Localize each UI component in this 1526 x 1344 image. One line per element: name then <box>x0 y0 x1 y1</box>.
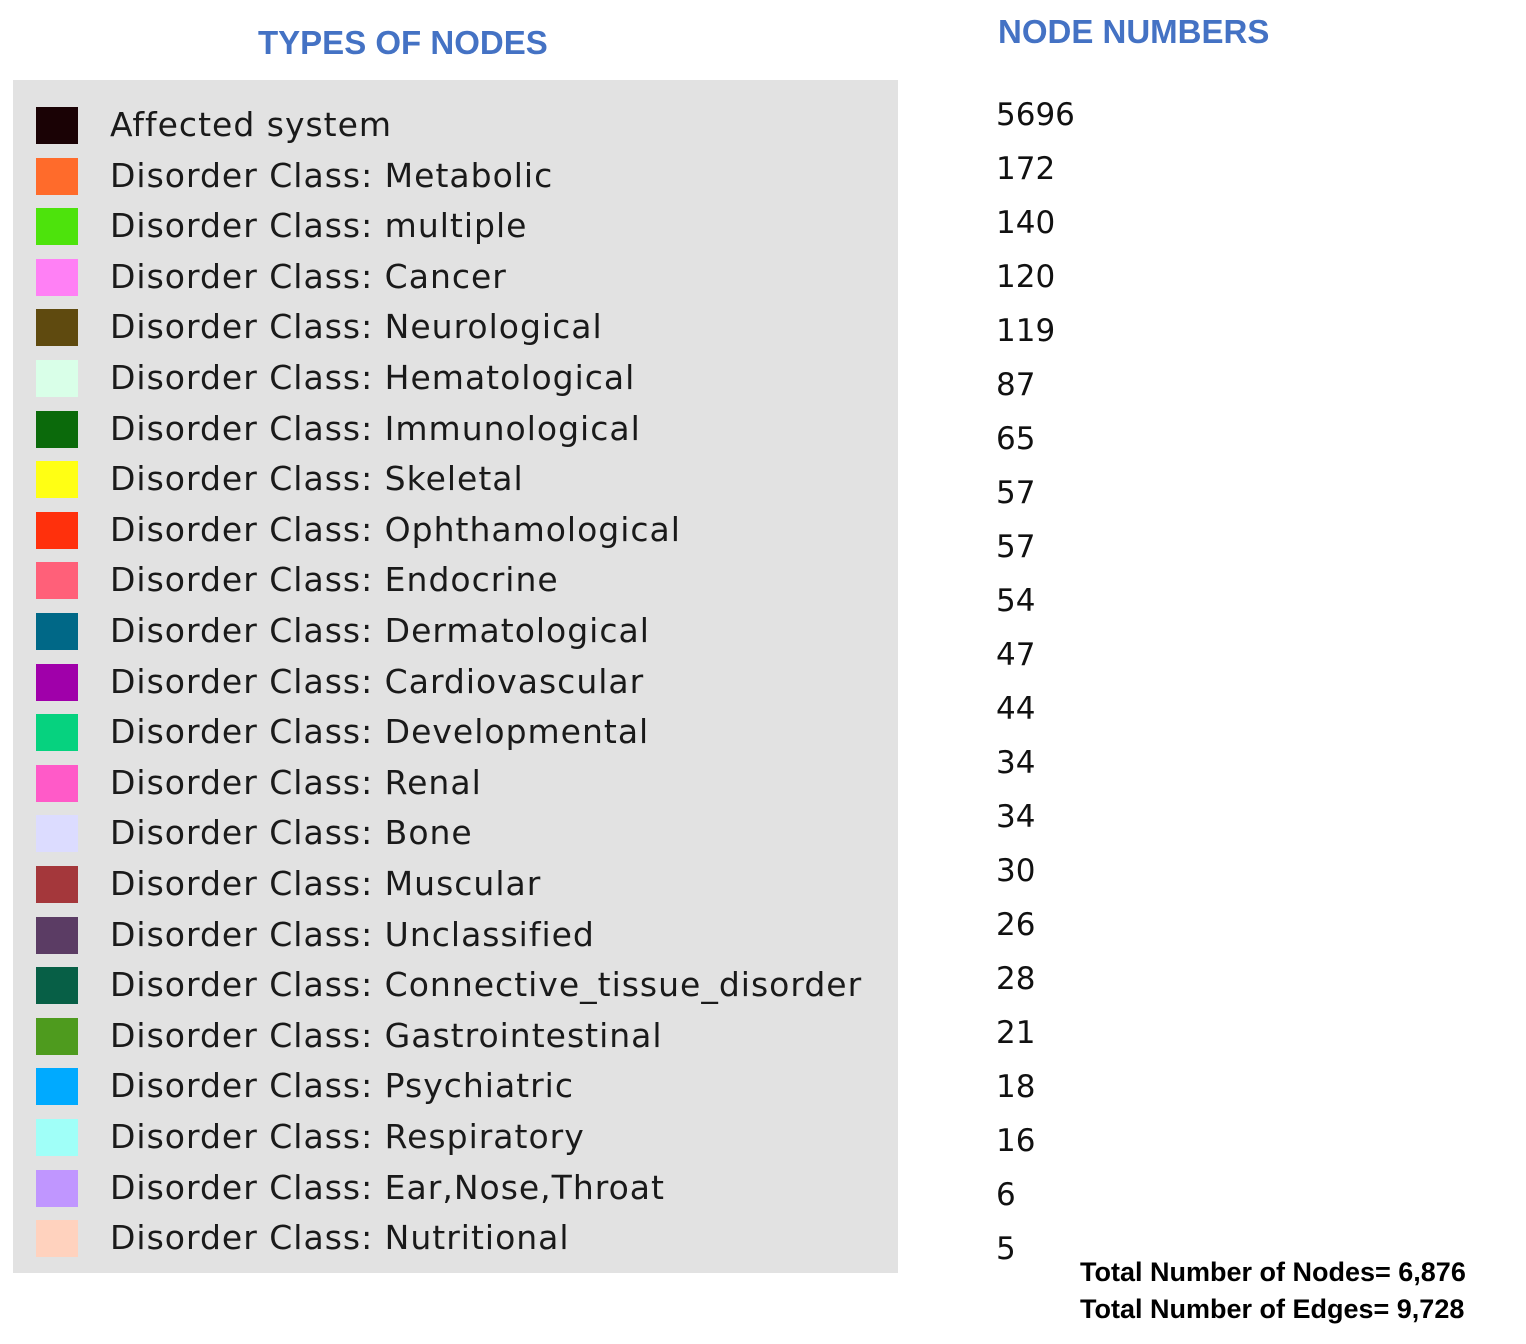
node-count: 21 <box>996 1015 1036 1051</box>
node-count: 140 <box>996 205 1056 241</box>
color-swatch <box>36 157 78 195</box>
node-count: 18 <box>996 1069 1036 1105</box>
legend-label: Disorder Class: Gastrointestinal <box>110 1015 663 1055</box>
legend-item: Disorder Class: Renal <box>13 758 898 808</box>
legend-label: Disorder Class: Cancer <box>110 256 507 296</box>
color-swatch <box>36 1220 78 1258</box>
node-count: 44 <box>996 691 1036 727</box>
legend-item: Disorder Class: Unclassified <box>13 910 898 960</box>
legend-panel: Affected system Disorder Class: Metabolic… <box>13 80 898 1273</box>
legend-label: Disorder Class: Hematological <box>110 358 636 397</box>
legend-label: Disorder Class: Renal <box>110 762 482 802</box>
node-count: 120 <box>996 259 1056 295</box>
color-swatch <box>36 107 78 144</box>
color-swatch <box>36 1017 78 1055</box>
legend-item: Disorder Class: Muscular <box>13 859 898 909</box>
legend-label: Disorder Class: Muscular <box>110 864 542 903</box>
legend-item: Disorder Class: Nutritional <box>13 1213 898 1263</box>
legend-item: Disorder Class: Endocrine <box>13 555 898 605</box>
legend-item: Disorder Class: Dermatological <box>13 606 898 656</box>
color-swatch <box>36 1119 78 1156</box>
color-swatch <box>36 866 78 903</box>
node-count: 65 <box>996 421 1036 457</box>
color-swatch <box>36 764 78 802</box>
node-count: 30 <box>996 853 1036 889</box>
legend-item: Disorder Class: Cardiovascular <box>13 657 898 707</box>
node-count: 28 <box>996 961 1036 997</box>
legend-item: Disorder Class: Gastrointestinal <box>13 1011 898 1061</box>
node-count: 16 <box>996 1123 1036 1159</box>
legend-label: Disorder Class: Metabolic <box>110 155 554 195</box>
legend-item: Disorder Class: Respiratory <box>13 1112 898 1162</box>
legend-label: Disorder Class: Developmental <box>110 712 650 752</box>
legend-item: Disorder Class: Hematological <box>13 353 898 403</box>
node-numbers-heading: NODE NUMBERS <box>998 13 1270 50</box>
legend-item: Disorder Class: Bone <box>13 808 898 858</box>
legend-label: Disorder Class: Immunological <box>110 408 641 448</box>
color-swatch <box>36 511 78 549</box>
color-swatch <box>36 663 78 701</box>
node-count: 57 <box>996 529 1036 565</box>
legend-item: Disorder Class: Metabolic <box>13 151 898 201</box>
color-swatch <box>36 714 78 752</box>
color-swatch <box>36 916 78 954</box>
legend-item: Disorder Class: multiple <box>13 201 898 251</box>
node-count: 54 <box>996 583 1036 619</box>
legend-item: Disorder Class: Connective_tissue_disord… <box>13 960 898 1010</box>
node-count: 6 <box>996 1177 1016 1213</box>
legend-item: Disorder Class: Developmental <box>13 707 898 757</box>
legend-label: Disorder Class: Respiratory <box>110 1117 585 1156</box>
color-swatch <box>36 258 78 296</box>
color-swatch <box>36 309 78 347</box>
legend-label: Affected system <box>110 105 393 144</box>
legend-label: Disorder Class: Skeletal <box>110 459 524 499</box>
color-swatch <box>36 815 78 853</box>
legend-item: Disorder Class: Neurological <box>13 302 898 352</box>
node-count: 34 <box>996 745 1036 781</box>
color-swatch <box>36 967 78 1005</box>
types-of-nodes-heading: TYPES OF NODES <box>258 24 548 61</box>
node-count: 87 <box>996 367 1036 403</box>
legend-label: Disorder Class: Nutritional <box>110 1218 570 1258</box>
legend-item: Disorder Class: Ophthamological <box>13 505 898 555</box>
color-swatch <box>36 461 78 499</box>
legend-label: Disorder Class: Dermatological <box>110 611 650 650</box>
node-count: 47 <box>996 637 1036 673</box>
legend-label: Disorder Class: Ear,Nose,Throat <box>110 1167 665 1207</box>
color-swatch <box>36 208 78 246</box>
color-swatch <box>36 562 78 600</box>
legend-label: Disorder Class: Bone <box>110 813 473 853</box>
color-swatch <box>36 1068 78 1106</box>
legend-label: Disorder Class: Connective_tissue_disord… <box>110 965 863 1005</box>
legend-label: Disorder Class: Endocrine <box>110 560 559 600</box>
node-count: 172 <box>996 151 1056 187</box>
legend-label: Disorder Class: multiple <box>110 206 528 246</box>
legend-item: Disorder Class: Immunological <box>13 404 898 454</box>
total-edges: Total Number of Edges= 9,728 <box>1080 1294 1465 1324</box>
color-swatch <box>36 360 78 397</box>
node-count: 119 <box>996 313 1056 349</box>
color-swatch <box>36 613 78 650</box>
legend-label: Disorder Class: Ophthamological <box>110 509 681 549</box>
legend-label: Disorder Class: Cardiovascular <box>110 661 645 701</box>
legend-item: Disorder Class: Skeletal <box>13 454 898 504</box>
node-count: 34 <box>996 799 1036 835</box>
legend-item: Disorder Class: Psychiatric <box>13 1061 898 1111</box>
color-swatch <box>36 410 78 448</box>
node-count: 5 <box>996 1231 1016 1267</box>
legend-item: Disorder Class: Cancer <box>13 252 898 302</box>
color-swatch <box>36 1169 78 1207</box>
node-count: 26 <box>996 907 1036 943</box>
total-nodes: Total Number of Nodes= 6,876 <box>1080 1257 1466 1287</box>
legend-label: Disorder Class: Psychiatric <box>110 1066 574 1106</box>
legend-item: Disorder Class: Ear,Nose,Throat <box>13 1163 898 1213</box>
node-count: 57 <box>996 475 1036 511</box>
legend-item: Affected system <box>13 100 898 150</box>
legend-label: Disorder Class: Unclassified <box>110 914 595 954</box>
legend-label: Disorder Class: Neurological <box>110 307 603 347</box>
node-count: 5696 <box>996 97 1075 133</box>
